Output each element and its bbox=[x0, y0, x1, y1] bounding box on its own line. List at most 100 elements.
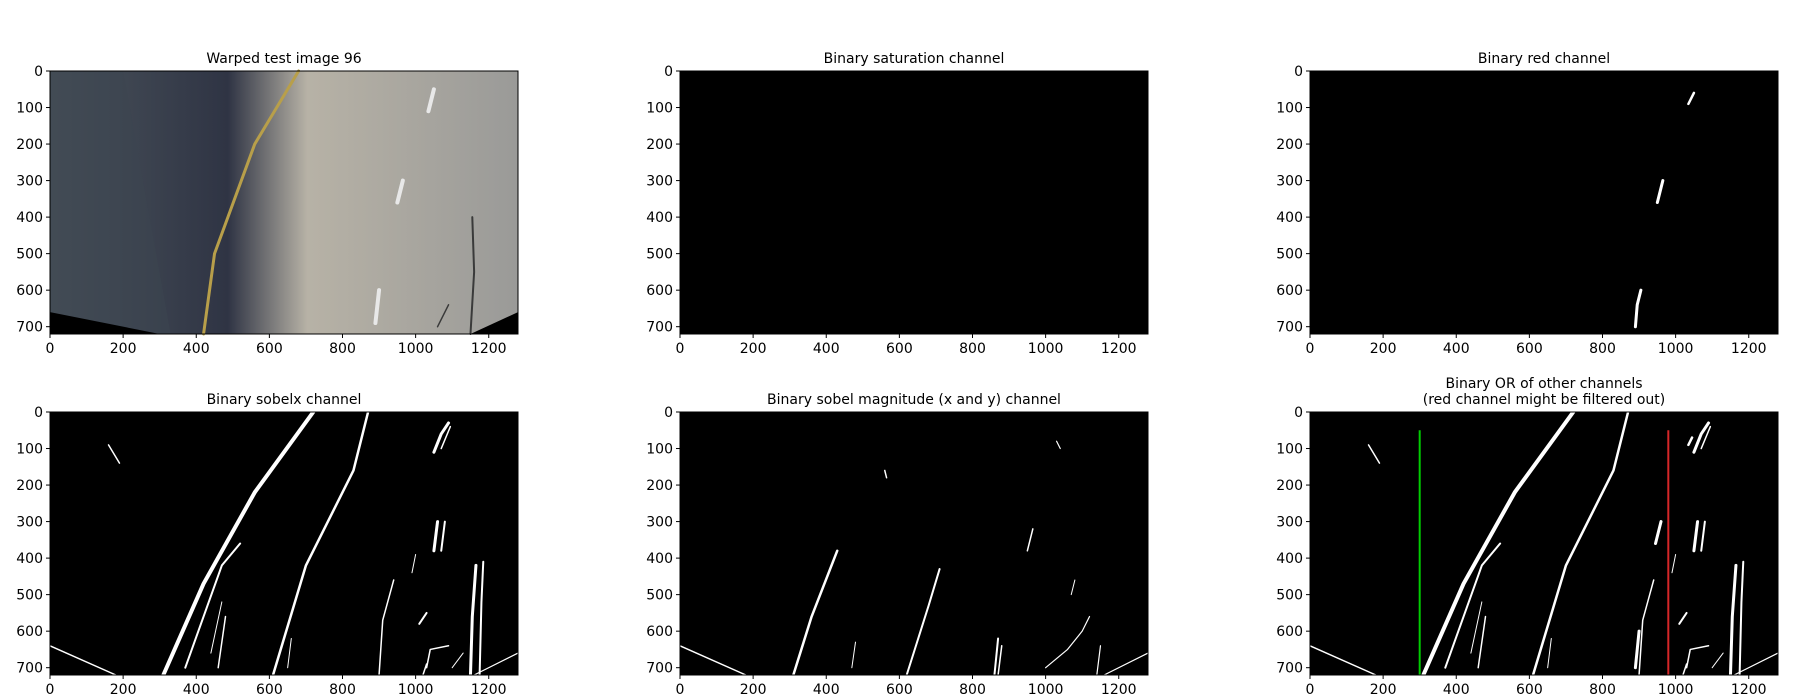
mask-stroke bbox=[373, 288, 382, 326]
x-tick-label: 1200 bbox=[1101, 341, 1137, 357]
binary-mask-background bbox=[50, 412, 518, 675]
x-tick-label: 400 bbox=[1443, 682, 1470, 698]
panel-sobelmag: 0 200 400 600 800 1000 1200 0 100 200 300 400 500 600… bbox=[646, 392, 1149, 698]
y-tick-label: 700 bbox=[1276, 661, 1303, 677]
x-tick-label: 800 bbox=[1589, 682, 1616, 698]
mask-stroke bbox=[422, 663, 428, 676]
y-tick-label: 200 bbox=[16, 478, 43, 494]
x-tick-label: 800 bbox=[959, 682, 986, 698]
axes-frame bbox=[49, 70, 519, 335]
y-tick-label: 100 bbox=[646, 442, 673, 458]
panel-red: 0 200 400 600 800 1000 1200 0 100 200 300 400 500 600… bbox=[1276, 51, 1779, 357]
x-tick-label: 400 bbox=[183, 682, 210, 698]
y-tick-label: 100 bbox=[1276, 101, 1303, 117]
x-tick-label: 1000 bbox=[1028, 341, 1064, 357]
x-tick-label: 200 bbox=[740, 341, 767, 357]
y-tick-label: 500 bbox=[16, 588, 43, 604]
x-tick-label: 600 bbox=[1516, 341, 1543, 357]
mask-stroke bbox=[993, 637, 1000, 676]
x-tick-label: 1000 bbox=[1658, 682, 1694, 698]
mask-stroke bbox=[1685, 645, 1710, 669]
y-tick-label: 600 bbox=[646, 283, 673, 299]
y-tick-label: 600 bbox=[1276, 283, 1303, 299]
y-tick-label: 300 bbox=[16, 515, 43, 531]
mask-stroke bbox=[1655, 179, 1665, 204]
y-tick-label: 0 bbox=[1294, 405, 1303, 421]
y-tick-label: 300 bbox=[646, 174, 673, 190]
y-tick-label: 600 bbox=[16, 624, 43, 640]
panel-saturation: 0 200 400 600 800 1000 1200 0 100 200 300 400 500 600… bbox=[646, 51, 1149, 357]
x-tick-label: 1200 bbox=[1731, 341, 1767, 357]
y-tick-label: 300 bbox=[646, 515, 673, 531]
y-tick-label: 200 bbox=[1276, 478, 1303, 494]
warp-corner-right bbox=[470, 312, 518, 334]
mask-stroke bbox=[1531, 410, 1630, 677]
y-tick-label: 500 bbox=[1276, 588, 1303, 604]
x-tick-label: 400 bbox=[813, 341, 840, 357]
mask-stroke bbox=[1477, 615, 1487, 669]
y-tick-label: 300 bbox=[16, 174, 43, 190]
mask-stroke bbox=[451, 652, 464, 669]
y-tick-label: 600 bbox=[16, 283, 43, 299]
y-tick-label: 0 bbox=[664, 405, 673, 421]
mask-stroke bbox=[1682, 663, 1688, 676]
mask-stroke bbox=[1738, 560, 1745, 676]
y-tick-label: 500 bbox=[16, 247, 43, 263]
warp-corner-left bbox=[50, 312, 160, 334]
y-tick-label: 600 bbox=[1276, 624, 1303, 640]
x-tick-label: 1200 bbox=[1731, 682, 1767, 698]
y-tick-label: 200 bbox=[16, 137, 43, 153]
mask-stroke bbox=[1728, 563, 1738, 677]
mask-stroke bbox=[1421, 410, 1576, 677]
y-tick-label: 100 bbox=[646, 101, 673, 117]
mask-stroke bbox=[1045, 615, 1091, 669]
y-tick-label: 100 bbox=[1276, 442, 1303, 458]
mask-stroke bbox=[184, 542, 242, 669]
y-tick-label: 500 bbox=[1276, 247, 1303, 263]
x-tick-label: 200 bbox=[110, 341, 137, 357]
panel-title: Binary saturation channel bbox=[824, 51, 1005, 67]
panel-title: (red channel might be filtered out) bbox=[1423, 392, 1665, 408]
y-tick-label: 600 bbox=[646, 624, 673, 640]
mask-stroke bbox=[792, 549, 839, 677]
x-tick-label: 200 bbox=[740, 682, 767, 698]
x-tick-label: 600 bbox=[1516, 682, 1543, 698]
x-tick-label: 200 bbox=[1370, 682, 1397, 698]
axes-frame bbox=[1309, 411, 1779, 676]
panel-title: Binary OR of other channels bbox=[1445, 376, 1642, 392]
x-tick-label: 400 bbox=[1443, 341, 1470, 357]
y-tick-label: 400 bbox=[646, 551, 673, 567]
mask-stroke bbox=[679, 645, 747, 676]
y-tick-label: 400 bbox=[1276, 210, 1303, 226]
mask-stroke bbox=[1070, 579, 1076, 596]
mask-stroke bbox=[905, 568, 941, 676]
mask-stroke bbox=[469, 216, 476, 335]
x-tick-label: 600 bbox=[886, 341, 913, 357]
y-tick-label: 200 bbox=[1276, 137, 1303, 153]
mask-stroke bbox=[287, 637, 292, 669]
x-tick-label: 600 bbox=[256, 341, 283, 357]
mask-stroke bbox=[1678, 611, 1688, 625]
y-tick-label: 500 bbox=[646, 247, 673, 263]
axes-frame bbox=[679, 70, 1149, 335]
binary-mask-background bbox=[680, 71, 1148, 334]
y-tick-label: 700 bbox=[16, 661, 43, 677]
x-tick-label: 800 bbox=[959, 341, 986, 357]
mask-stroke bbox=[1700, 520, 1706, 552]
mask-stroke bbox=[468, 563, 478, 677]
panel-title: Binary sobelx channel bbox=[207, 392, 362, 408]
x-tick-label: 600 bbox=[886, 682, 913, 698]
x-tick-label: 0 bbox=[46, 341, 55, 357]
mask-stroke bbox=[473, 652, 519, 676]
mask-stroke bbox=[1692, 520, 1700, 553]
y-tick-label: 0 bbox=[34, 405, 43, 421]
y-tick-label: 300 bbox=[1276, 174, 1303, 190]
mask-stroke bbox=[418, 611, 428, 625]
mask-stroke bbox=[217, 615, 227, 669]
mask-stroke bbox=[440, 520, 446, 552]
panel-title: Binary sobel magnitude (x and y) channel bbox=[767, 392, 1061, 408]
mask-stroke bbox=[378, 579, 395, 676]
x-tick-label: 0 bbox=[676, 341, 685, 357]
shoulder-region bbox=[50, 71, 171, 334]
